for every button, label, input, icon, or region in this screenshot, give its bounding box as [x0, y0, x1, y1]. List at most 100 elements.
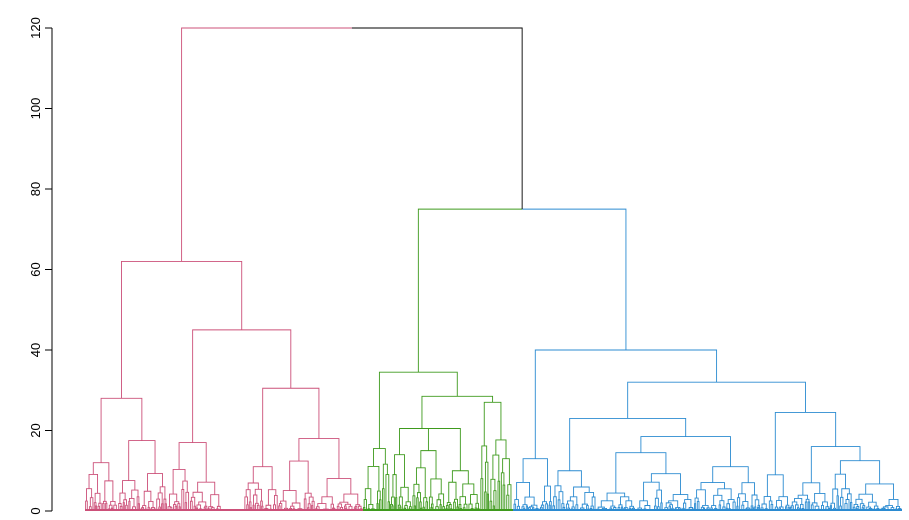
- dendrogram-link: [252, 466, 273, 490]
- dendrogram-link: [751, 494, 758, 506]
- dendrogram-link: [104, 480, 114, 502]
- dendrogram-link: [836, 495, 839, 511]
- dendrogram-link: [484, 461, 489, 495]
- dendrogram-link: [178, 442, 207, 483]
- dendrogram-link: [459, 496, 466, 505]
- dendrogram-link: [368, 503, 374, 509]
- dendrogram-link: [506, 494, 510, 511]
- y-tick-label: 40: [28, 343, 43, 357]
- y-tick-label: 100: [28, 98, 43, 120]
- dendrogram-link: [794, 497, 803, 505]
- y-tick-label: 120: [28, 17, 43, 39]
- leaf-baseline: [85, 509, 363, 511]
- dendrogram-link: [143, 490, 152, 506]
- dendrogram-link: [446, 502, 451, 506]
- dendrogram-link: [492, 454, 500, 482]
- dendrogram-link: [839, 460, 881, 484]
- dendrogram-link: [427, 428, 461, 471]
- y-tick-label: 60: [28, 262, 43, 276]
- dendrogram-link: [378, 371, 458, 449]
- dendrogram-link: [245, 489, 251, 502]
- dendrogram-link: [343, 493, 359, 505]
- dendrogram-link: [654, 497, 659, 507]
- leaf-baseline: [363, 509, 513, 511]
- dendrogram-link: [656, 489, 662, 503]
- dendrogram-link: [557, 470, 582, 487]
- dendrogram-link: [534, 349, 718, 459]
- dendrogram-link: [524, 496, 535, 506]
- dendrogram-link: [88, 473, 99, 494]
- dendrogram-link: [192, 329, 292, 443]
- dendrogram-link: [417, 208, 523, 373]
- dendrogram-link: [157, 492, 163, 504]
- dendrogram-link: [304, 492, 312, 499]
- dendrogram-link: [841, 488, 850, 498]
- dendrogram-link: [774, 411, 837, 475]
- dendrogram-link: [198, 501, 207, 507]
- dendrogram-link: [181, 27, 352, 262]
- dendrogram-link: [805, 498, 810, 503]
- dendrogram-link: [102, 500, 107, 504]
- dendrogram-link: [122, 480, 136, 494]
- dendrogram-link: [210, 494, 220, 507]
- dendrogram-tree: [85, 27, 902, 511]
- dendrogram-link: [495, 439, 507, 459]
- dendrogram-link: [289, 460, 309, 494]
- dendrogram-link: [569, 417, 687, 471]
- y-tick-label: 80: [28, 182, 43, 196]
- dendrogram-link: [181, 489, 185, 511]
- dendrogram-link: [470, 494, 478, 505]
- leaf-baseline: [513, 509, 902, 511]
- dendrogram-link: [483, 401, 502, 446]
- dendrogram-link: [544, 485, 551, 502]
- dendrogram-link: [712, 466, 749, 483]
- dendrogram-link: [858, 493, 873, 503]
- dendrogram-link: [497, 480, 501, 511]
- dendrogram-link: [615, 452, 667, 494]
- dendrogram-link: [420, 450, 437, 479]
- dendrogram-link: [834, 473, 846, 489]
- dendrogram-link: [92, 462, 110, 481]
- dendrogram-link: [640, 436, 731, 467]
- dendrogram-link: [119, 492, 126, 504]
- dendrogram-link: [800, 503, 804, 509]
- dendrogram-link: [298, 438, 340, 479]
- dendrogram-link: [421, 395, 494, 429]
- dendrogram-link: [262, 387, 320, 467]
- dendrogram-link: [382, 488, 385, 511]
- dendrogram-link: [573, 486, 590, 497]
- dendrogram-link: [486, 493, 489, 511]
- dendrogram-link: [128, 440, 156, 481]
- dendrogram-link: [717, 488, 732, 500]
- dendrogram-link: [745, 507, 750, 509]
- dendrogram-link: [865, 483, 894, 500]
- dendrogram-link: [776, 500, 782, 508]
- y-tick-label: 20: [28, 423, 43, 437]
- dendrogram-link: [522, 458, 548, 487]
- dendrogram-link: [100, 397, 143, 463]
- dendrogram-link: [367, 465, 380, 492]
- dendrogram-link: [627, 381, 806, 419]
- dendrogram-link: [110, 500, 116, 506]
- dendrogram-link: [351, 27, 523, 210]
- dendrogram-link: [650, 473, 681, 495]
- dendrogram-link: [197, 481, 216, 495]
- dendrogram-link: [639, 500, 648, 509]
- dendrogram-link: [522, 208, 627, 350]
- y-tick-label: 0: [28, 507, 43, 514]
- dendrogram-link: [490, 478, 496, 502]
- dendrogram-link: [502, 484, 506, 511]
- dendrogram-link: [413, 483, 420, 496]
- dendrogram-link: [399, 428, 445, 455]
- dendrogram-link: [86, 488, 93, 502]
- dendrogram-link: [392, 474, 397, 498]
- dendrogram-link: [484, 491, 487, 511]
- dendrogram-link: [247, 482, 259, 490]
- dendrogram-link: [726, 503, 730, 509]
- dendrogram-link: [480, 478, 484, 511]
- dendrogram-link: [766, 474, 784, 497]
- y-axis: 0 20 40 60 80 100 120: [28, 17, 53, 515]
- dendrogram-link: [148, 500, 154, 508]
- dendrogram-link: [94, 492, 101, 504]
